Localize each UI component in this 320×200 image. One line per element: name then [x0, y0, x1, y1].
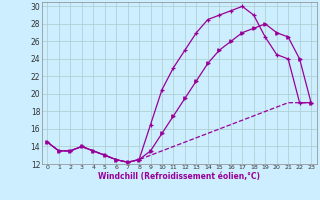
X-axis label: Windchill (Refroidissement éolien,°C): Windchill (Refroidissement éolien,°C): [98, 172, 260, 181]
